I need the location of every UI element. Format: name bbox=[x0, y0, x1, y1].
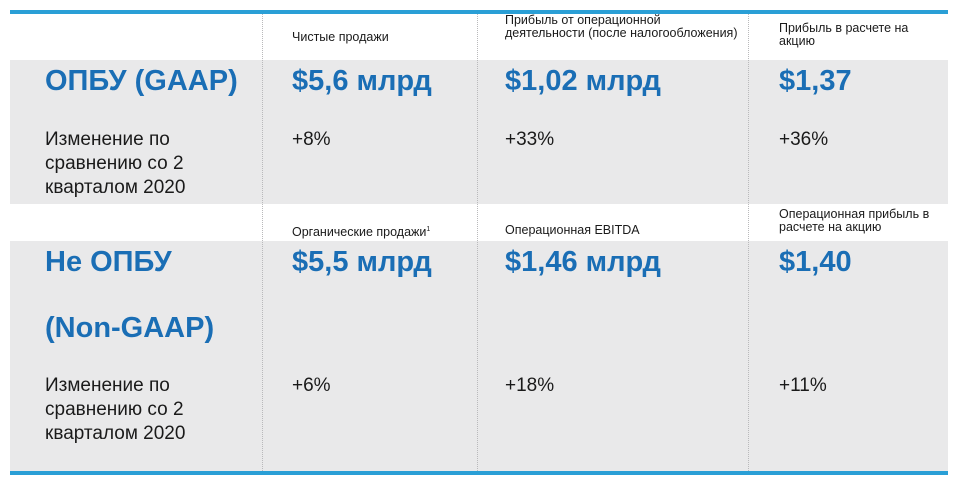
non-gaap-operating-eps-value: $1,40 bbox=[779, 246, 852, 278]
non-gaap-change-label: Изменение по сравнению со 2 кварталом 20… bbox=[45, 375, 186, 444]
footnote-marker: 1 bbox=[426, 226, 431, 233]
column-divider-3 bbox=[748, 14, 749, 471]
top-blue-rule bbox=[10, 10, 948, 14]
header-ebitda: Операционная EBITDA bbox=[505, 223, 640, 237]
non-gaap-ebitda-change: +18% bbox=[505, 375, 555, 396]
gaap-net-sales-change: +8% bbox=[292, 129, 331, 150]
header-operating-profit: Прибыль от операционной деятельности (по… bbox=[505, 13, 738, 40]
bottom-blue-rule bbox=[10, 471, 948, 475]
non-gaap-ebitda-value: $1,46 млрд bbox=[505, 246, 661, 278]
results-table-panel bbox=[10, 10, 948, 475]
non-gaap-organic-sales-value: $5,5 млрд bbox=[292, 246, 432, 278]
header-eps: Прибыль в расчете на акцию bbox=[779, 21, 909, 48]
non-gaap-row-label-line2: (Non-GAAP) bbox=[45, 312, 215, 344]
header-organic-sales-text: Органические продажи bbox=[292, 225, 427, 240]
gaap-change-label: Изменение по сравнению со 2 кварталом 20… bbox=[45, 129, 186, 198]
gaap-row-label: ОПБУ (GAAP) bbox=[45, 65, 238, 97]
gaap-operating-profit-change: +33% bbox=[505, 129, 555, 150]
gaap-eps-value: $1,37 bbox=[779, 65, 852, 97]
gaap-eps-change: +36% bbox=[779, 129, 829, 150]
non-gaap-organic-sales-change: +6% bbox=[292, 375, 331, 396]
column-divider-2 bbox=[477, 14, 478, 471]
non-gaap-operating-eps-change: +11% bbox=[779, 375, 827, 396]
non-gaap-row-label-line1: Не ОПБУ bbox=[45, 246, 172, 278]
column-divider-1 bbox=[262, 14, 263, 471]
header-net-sales: Чистые продажи bbox=[292, 30, 389, 44]
non-gaap-header-band bbox=[10, 204, 948, 241]
header-operating-eps: Операционная прибыль в расчете на акцию bbox=[779, 207, 930, 234]
gaap-header-band bbox=[10, 14, 948, 60]
gaap-net-sales-value: $5,6 млрд bbox=[292, 65, 432, 97]
gaap-operating-profit-value: $1,02 млрд bbox=[505, 65, 661, 97]
header-organic-sales: Органические продажи1 bbox=[292, 223, 472, 239]
